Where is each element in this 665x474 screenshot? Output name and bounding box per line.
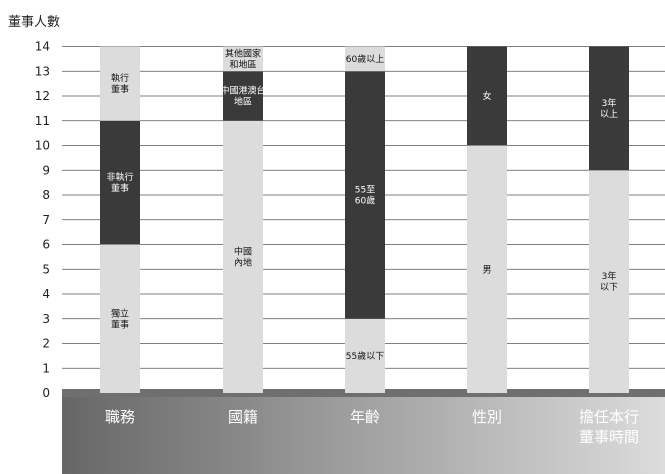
y-tick-label: 13 <box>35 64 50 78</box>
y-tick-label: 7 <box>42 213 50 227</box>
segment-label: 55至 <box>355 185 375 196</box>
bar-segment <box>467 46 507 146</box>
category-label: 職務 <box>105 408 135 426</box>
bar-segment <box>223 120 263 393</box>
y-tick-label: 5 <box>42 262 50 276</box>
bar-stacks: 獨立董事非執行董事執行董事中國內地中國港澳台地區其他國家和地區55歲以下55至6… <box>100 46 629 393</box>
y-tick-label: 3 <box>42 312 50 326</box>
y-tick-label: 8 <box>42 188 50 202</box>
y-tick-label: 0 <box>42 386 50 400</box>
segment-label: 55歲以下 <box>346 350 384 362</box>
y-tick-label: 4 <box>42 287 50 301</box>
segment-label: 中國 <box>234 245 252 257</box>
bar-segment <box>345 46 385 72</box>
segment-label: 女 <box>482 90 491 102</box>
segment-label: 以下 <box>600 283 618 293</box>
segment-label: 董事 <box>111 318 129 330</box>
segment-label: 其他國家 <box>225 47 261 59</box>
bar-segment <box>589 46 629 171</box>
category-label: 擔任本行 <box>579 408 639 426</box>
bar-segment <box>589 170 629 393</box>
segment-label: 地區 <box>234 96 252 108</box>
y-tick-label: 6 <box>42 238 50 252</box>
y-tick-label: 11 <box>35 114 50 128</box>
segment-label: 董事 <box>111 83 129 95</box>
segment-label: 內地 <box>234 256 252 268</box>
category-label: 年齡 <box>350 408 380 426</box>
segment-label: 60歲 <box>355 195 375 207</box>
y-tick-label: 12 <box>35 89 50 103</box>
bar-segment <box>345 318 385 393</box>
segment-label: 60歲以上 <box>346 53 384 65</box>
segment-label: 以上 <box>600 109 618 120</box>
bar-segment <box>100 244 140 393</box>
segment-label: 和地區 <box>229 58 256 70</box>
segment-label: 執行 <box>111 72 129 84</box>
segment-label: 3年 <box>602 97 617 109</box>
y-tick-label: 10 <box>35 139 50 153</box>
bar-segment <box>223 46 263 72</box>
bar-segment <box>345 71 385 319</box>
category-panel <box>62 389 665 474</box>
y-axis-label: 董事人數 <box>8 15 60 30</box>
bar-segment <box>467 145 507 393</box>
y-tick-label: 2 <box>42 337 50 351</box>
category-panel-bg <box>62 397 665 474</box>
bar-segment <box>100 46 140 121</box>
segment-label: 非執行 <box>106 171 133 183</box>
segment-label: 3年 <box>602 270 617 282</box>
y-tick-label: 14 <box>35 40 50 54</box>
segment-label: 董事 <box>111 182 129 194</box>
category-label: 性別 <box>472 408 502 426</box>
category-label: 董事時間 <box>579 428 639 446</box>
y-tick-label: 1 <box>42 361 50 375</box>
category-label: 國籍 <box>228 408 258 426</box>
bar-segment <box>223 71 263 121</box>
segment-label: 中國港澳台 <box>220 85 265 97</box>
segment-label: 獨立 <box>111 307 129 319</box>
y-tick-label: 9 <box>42 163 50 177</box>
bar-segment <box>100 120 140 245</box>
segment-label: 男 <box>482 264 491 275</box>
